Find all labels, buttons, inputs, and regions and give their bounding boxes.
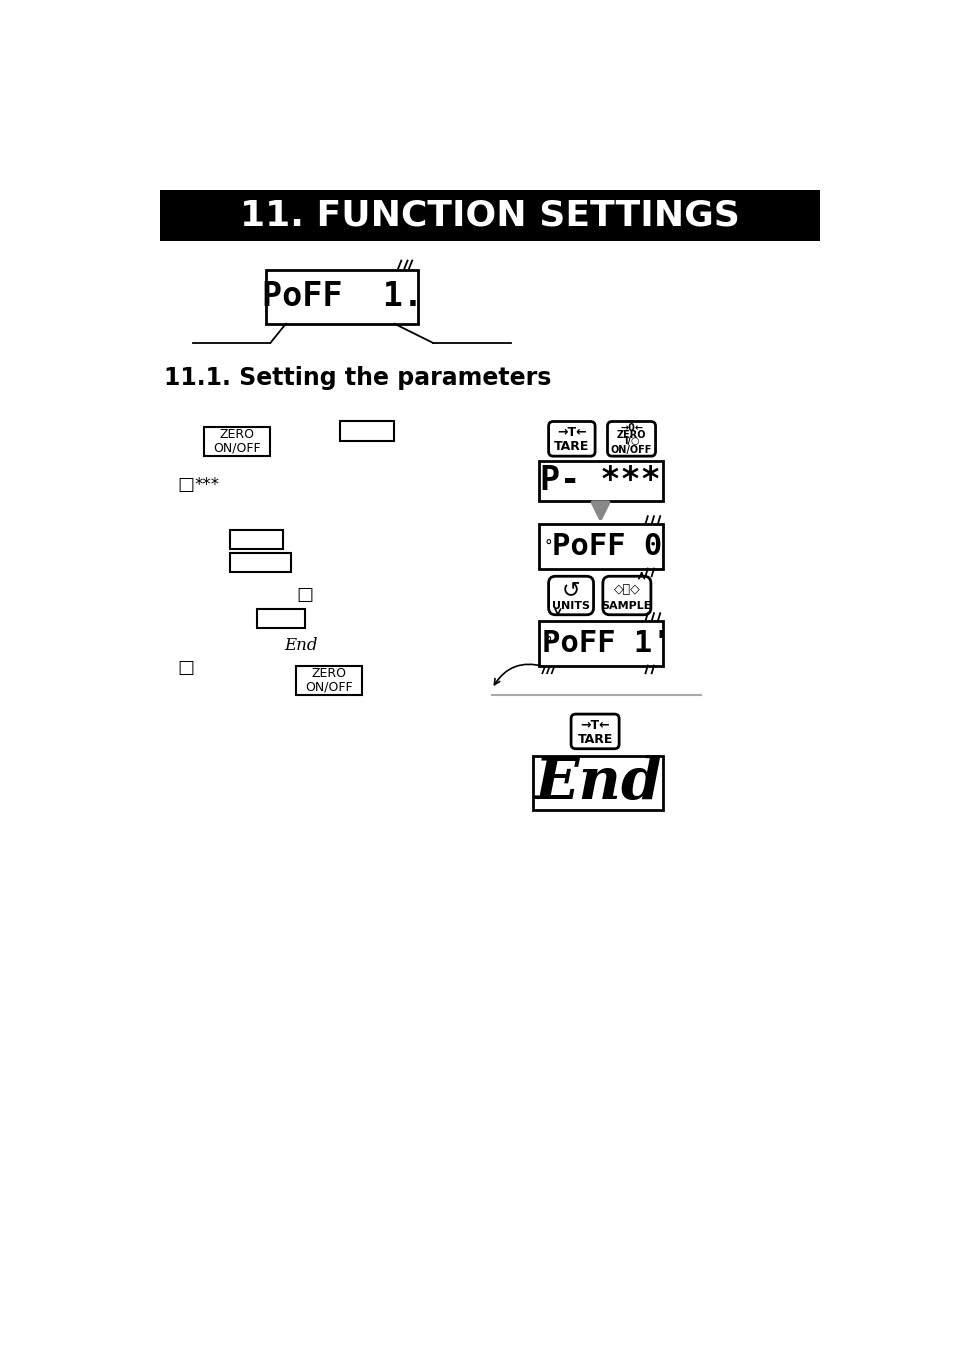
Text: ZERO: ZERO xyxy=(220,428,254,441)
Text: TARE: TARE xyxy=(577,733,612,745)
Text: I/○: I/○ xyxy=(623,436,639,447)
Bar xyxy=(533,756,662,810)
Text: SAMPLE: SAMPLE xyxy=(601,601,652,612)
Bar xyxy=(230,554,291,571)
Text: →T←: →T← xyxy=(557,427,586,439)
Text: ◇Ⓡ◇: ◇Ⓡ◇ xyxy=(613,583,639,597)
Bar xyxy=(204,427,270,456)
Text: ZERO: ZERO xyxy=(311,667,346,680)
Text: □: □ xyxy=(177,659,194,676)
FancyBboxPatch shape xyxy=(602,576,650,614)
Text: □: □ xyxy=(295,586,313,603)
FancyBboxPatch shape xyxy=(571,714,618,749)
Text: ON/OFF: ON/OFF xyxy=(610,446,652,455)
Bar xyxy=(266,270,417,324)
Bar xyxy=(295,666,361,695)
Bar xyxy=(537,460,661,501)
Text: →0←: →0← xyxy=(619,423,642,433)
Text: 11.1. Setting the parameters: 11.1. Setting the parameters xyxy=(164,366,551,390)
Bar xyxy=(230,531,282,548)
Text: P- ***: P- *** xyxy=(539,464,660,497)
Text: °: ° xyxy=(544,539,552,553)
FancyBboxPatch shape xyxy=(607,421,655,456)
FancyBboxPatch shape xyxy=(548,576,593,614)
Text: UNITS: UNITS xyxy=(552,601,590,612)
Text: PoFF 0: PoFF 0 xyxy=(551,532,661,560)
Text: ↺: ↺ xyxy=(561,579,579,599)
Text: 11. FUNCTION SETTINGS: 11. FUNCTION SETTINGS xyxy=(239,198,739,232)
FancyBboxPatch shape xyxy=(548,421,595,456)
Text: TARE: TARE xyxy=(554,440,589,454)
Bar xyxy=(537,524,661,568)
Bar xyxy=(159,190,819,240)
Text: →T←: →T← xyxy=(579,718,609,732)
Bar xyxy=(537,621,661,666)
Text: °: ° xyxy=(544,636,552,651)
Text: ON/OFF: ON/OFF xyxy=(213,441,261,455)
Text: ON/OFF: ON/OFF xyxy=(305,680,353,694)
Bar xyxy=(257,609,305,628)
Bar xyxy=(340,421,394,440)
Text: End: End xyxy=(534,755,661,811)
Text: ZERO: ZERO xyxy=(617,429,645,440)
Text: ***: *** xyxy=(194,477,219,494)
Text: PoFF 1': PoFF 1' xyxy=(542,629,670,657)
Text: End: End xyxy=(284,637,317,653)
Text: □: □ xyxy=(177,477,194,494)
Text: PoFF  1.: PoFF 1. xyxy=(261,281,422,313)
